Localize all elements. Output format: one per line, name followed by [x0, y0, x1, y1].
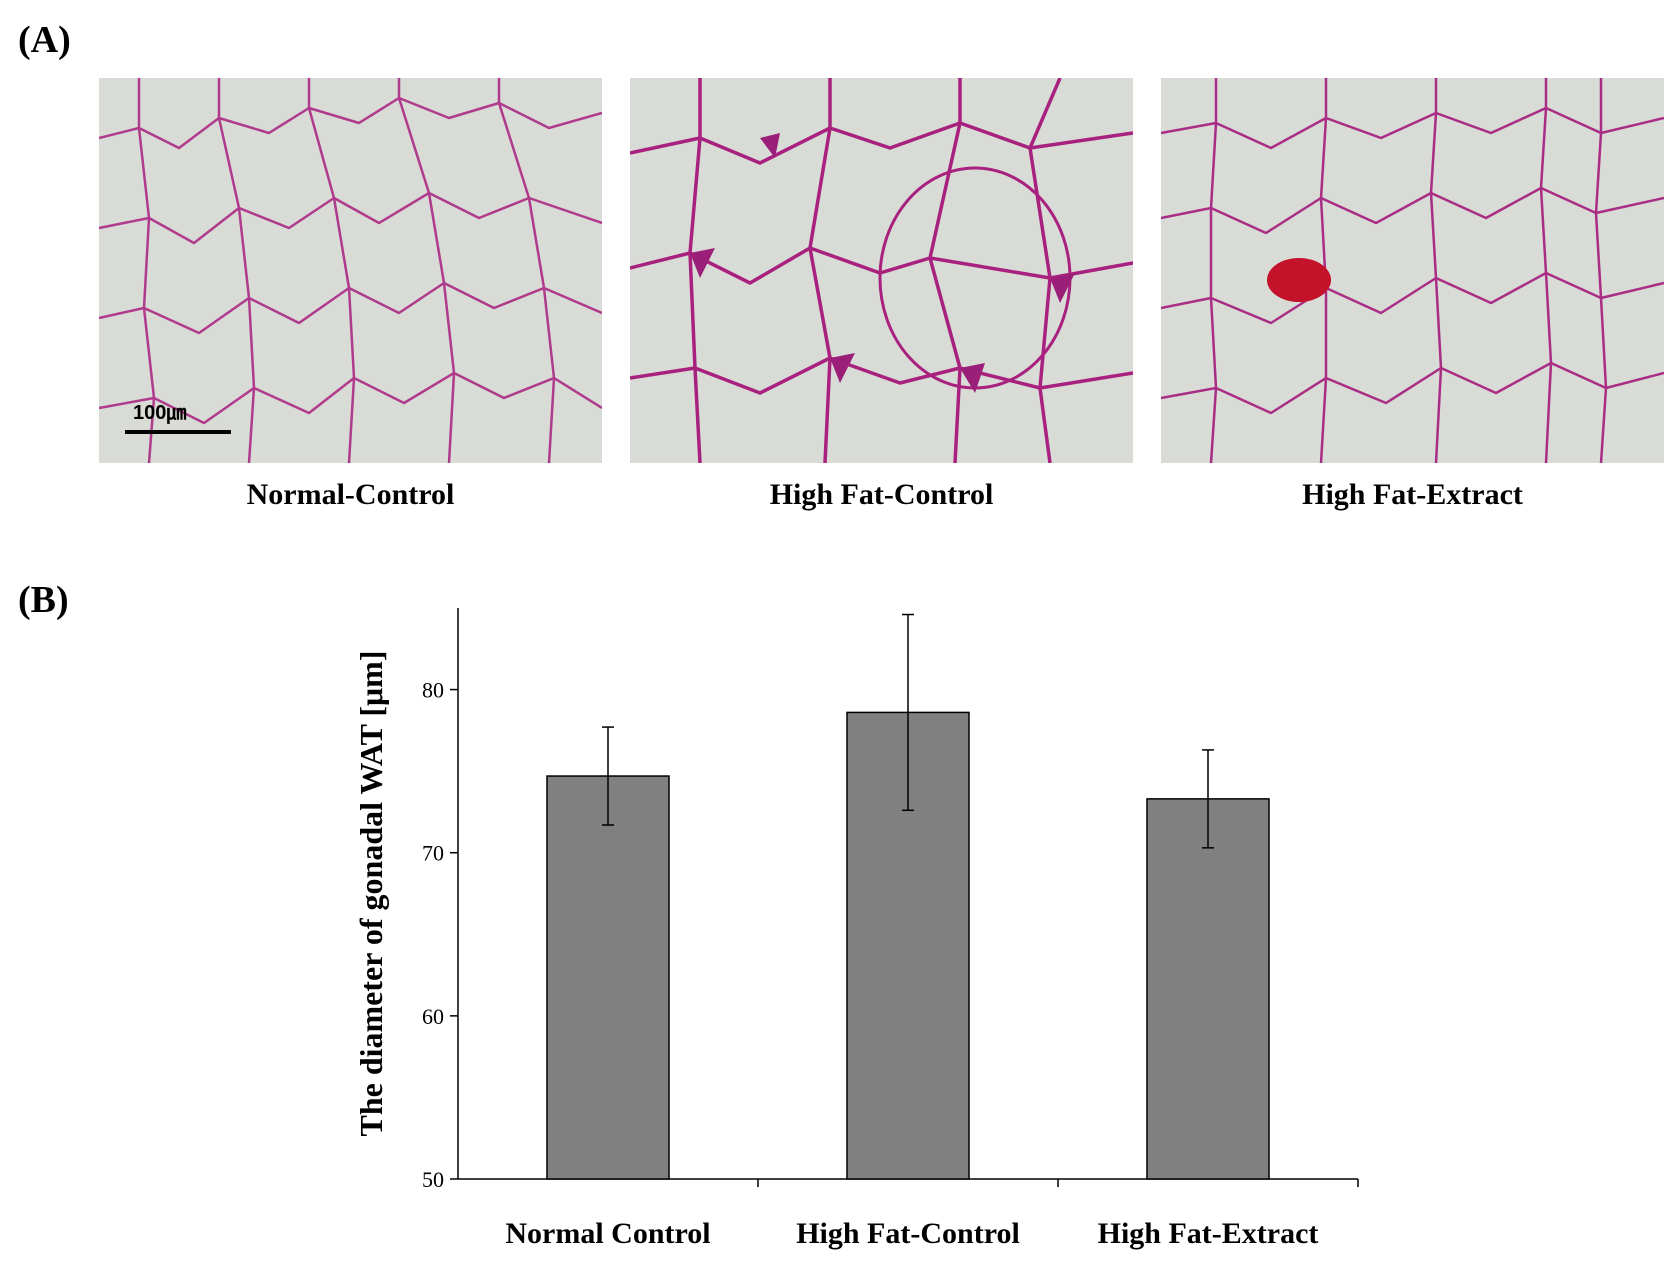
- x-tick-label: High Fat-Control: [796, 1217, 1020, 1250]
- scale-bar-label: 100㎛: [133, 402, 187, 424]
- y-tick-label: 60: [422, 1004, 444, 1029]
- chart-labels: 50 60 70 80 Normal Control High Fat-Control Hi…: [353, 651, 1318, 1251]
- caption-normal-control: Normal-Control: [246, 478, 455, 511]
- bar-chart: 50 60 70 80 Normal Control High Fat-Control Hi…: [353, 608, 1359, 1251]
- bar: [1146, 798, 1270, 1180]
- caption-high-fat-extract: High Fat-Extract: [1302, 478, 1523, 511]
- x-tick-label: High Fat-Extract: [1098, 1217, 1319, 1250]
- panel-a-label: (A): [18, 19, 71, 61]
- y-tick-label: 70: [422, 841, 444, 866]
- y-axis-label: The diameter of gonadal WAT [μm]: [353, 651, 389, 1137]
- micrograph-normal-control: 100㎛: [99, 78, 602, 463]
- panel-b-label: (B): [18, 579, 69, 621]
- caption-high-fat-control: High Fat-Control: [769, 478, 994, 511]
- bar: [546, 775, 670, 1180]
- y-tick-label: 80: [422, 678, 444, 703]
- micrograph-high-fat-control: [630, 78, 1133, 463]
- chart-bars: [546, 613, 1270, 1180]
- scale-bar: [125, 430, 231, 434]
- micrograph-high-fat-extract: [1161, 78, 1664, 463]
- x-tick-label: Normal Control: [505, 1217, 710, 1250]
- y-tick-label: 50: [422, 1167, 444, 1192]
